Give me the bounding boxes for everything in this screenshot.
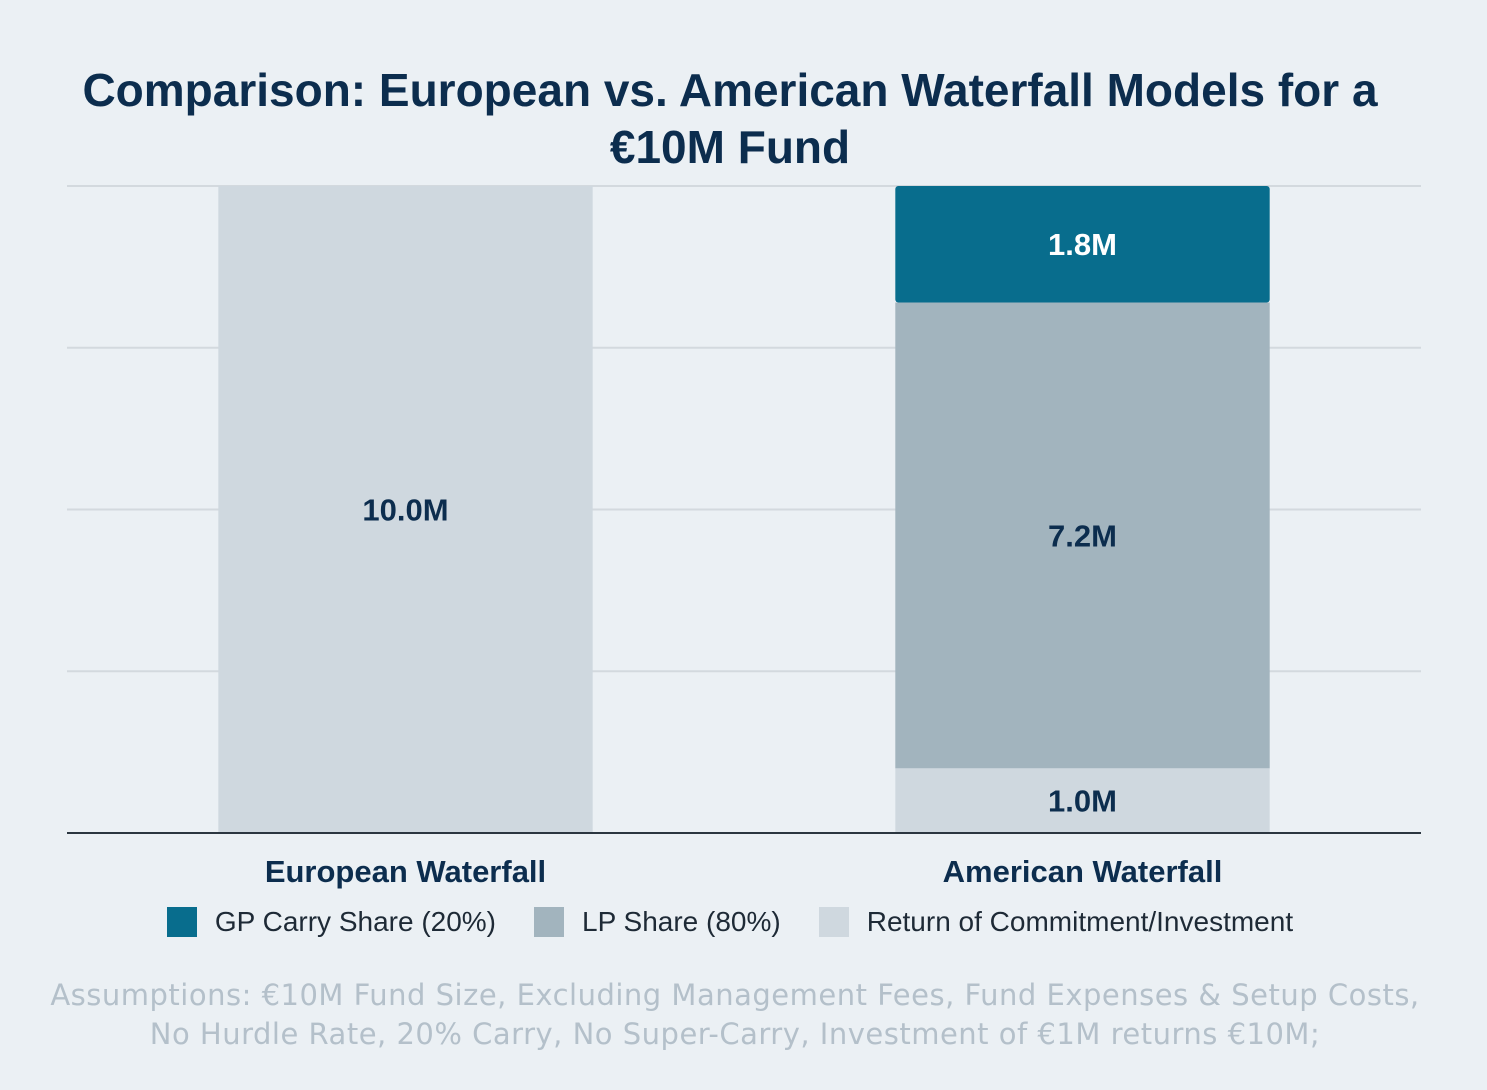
legend-swatch-gp-carry xyxy=(166,907,197,937)
legend-item-return-of-commitment: Return of Commitment/Investment xyxy=(818,906,1294,938)
data-label: 10.0M xyxy=(362,493,448,528)
x-axis-category-label: American Waterfall xyxy=(943,854,1223,889)
stacked-bar-chart: 10.0M European Waterfall 1.0M 7.2M 1.8M Ameri… xyxy=(67,185,1421,889)
bar-segment-gp-carry-share-20 xyxy=(895,186,1270,303)
legend-item-gp-carry: GP Carry Share (20%) xyxy=(166,906,497,938)
data-label: 1.8M xyxy=(1048,227,1117,262)
x-axis-category-label: European Waterfall xyxy=(265,854,546,889)
legend-swatch-lp-share xyxy=(534,907,565,937)
chart-title: Comparison: European vs. American Waterf… xyxy=(82,64,1378,173)
bar-segment-return-of-commitment-investment xyxy=(218,186,593,833)
bar-segment-return-of-commitment-investment xyxy=(895,768,1270,833)
legend-swatch-return-of-commitment xyxy=(818,907,849,937)
legend-label-lp-share: LP Share (80%) xyxy=(582,906,781,937)
assumptions-note: Assumptions: €10M Fund Size, Excluding M… xyxy=(50,978,1420,1051)
bar-segment-lp-share-80 xyxy=(895,302,1270,769)
chart-legend: GP Carry Share (20%) LP Share (80%) Retu… xyxy=(0,906,1460,938)
data-label: 7.2M xyxy=(1048,518,1117,553)
data-label: 1.0M xyxy=(1048,784,1117,819)
legend-label-gp-carry: GP Carry Share (20%) xyxy=(214,906,497,937)
legend-item-lp-share: LP Share (80%) xyxy=(534,906,781,938)
legend-label-return-of-commitment: Return of Commitment/Investment xyxy=(866,906,1294,937)
